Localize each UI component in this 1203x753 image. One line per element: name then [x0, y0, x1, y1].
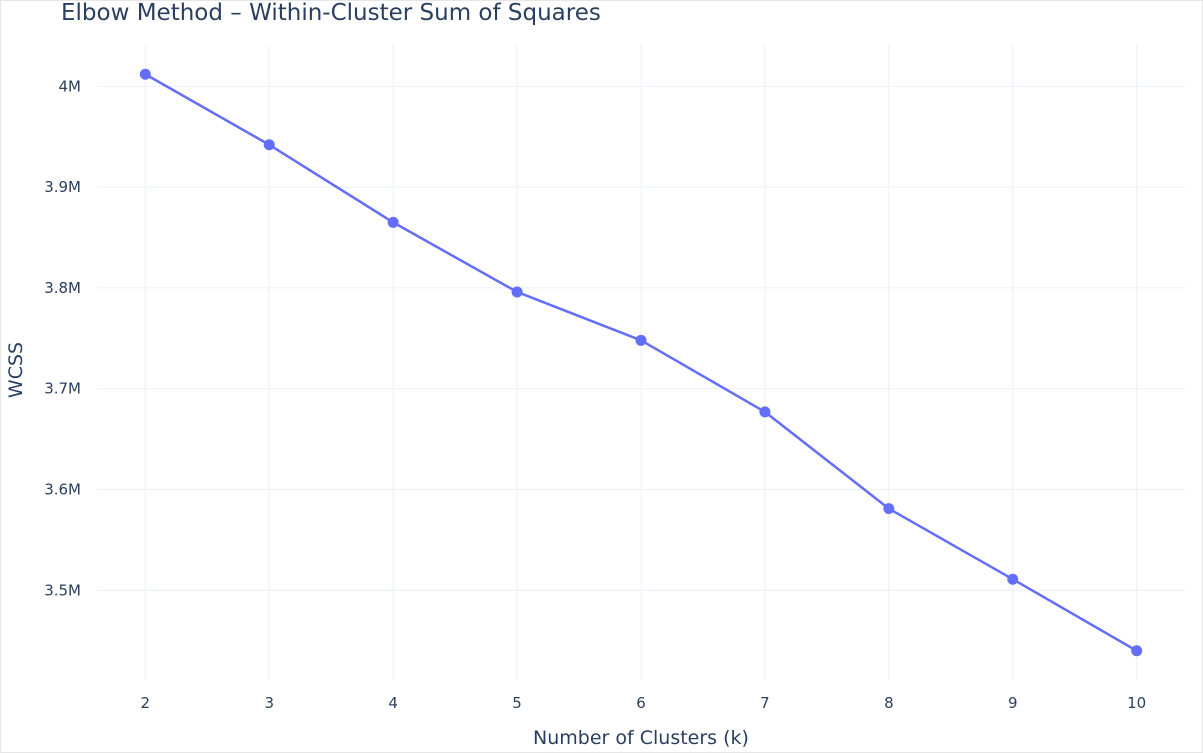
x-tick-label: 9: [1008, 694, 1018, 712]
data-point: [139, 68, 151, 80]
series-wcss: [139, 68, 1143, 657]
y-tick-label: 3.7M: [44, 380, 81, 398]
data-point: [635, 334, 647, 346]
x-tick-label: 5: [512, 694, 522, 712]
x-tick-label: 8: [884, 694, 894, 712]
x-tick-labels: 2 3 4 5 6 7 8 9 10: [141, 694, 1147, 712]
x-tick-label: 2: [141, 694, 151, 712]
data-point: [1131, 645, 1143, 657]
data-point: [511, 286, 523, 298]
chart-title: Elbow Method – Within-Cluster Sum of Squ…: [61, 0, 601, 26]
x-tick-label: 4: [388, 694, 398, 712]
y-tick-labels: 3.5M 3.6M 3.7M 3.8M 3.9M 4M: [44, 77, 81, 599]
data-point: [387, 216, 399, 228]
y-tick-label: 3.8M: [44, 279, 81, 297]
x-tick-label: 7: [760, 694, 770, 712]
x-axis-title: Number of Clusters (k): [533, 727, 749, 749]
x-tick-label: 10: [1127, 694, 1146, 712]
y-tick-label: 3.6M: [44, 481, 81, 499]
data-point: [1007, 573, 1019, 585]
data-point: [263, 139, 275, 151]
y-tick-label: 3.9M: [44, 178, 81, 196]
data-point: [759, 406, 771, 418]
y-axis-title: WCSS: [5, 342, 27, 398]
data-point: [883, 503, 895, 515]
y-tick-label: 4M: [59, 77, 82, 95]
y-tick-label: 3.5M: [44, 581, 81, 599]
grid-layer: [97, 45, 1185, 680]
x-tick-label: 6: [636, 694, 646, 712]
x-tick-label: 3: [264, 694, 274, 712]
